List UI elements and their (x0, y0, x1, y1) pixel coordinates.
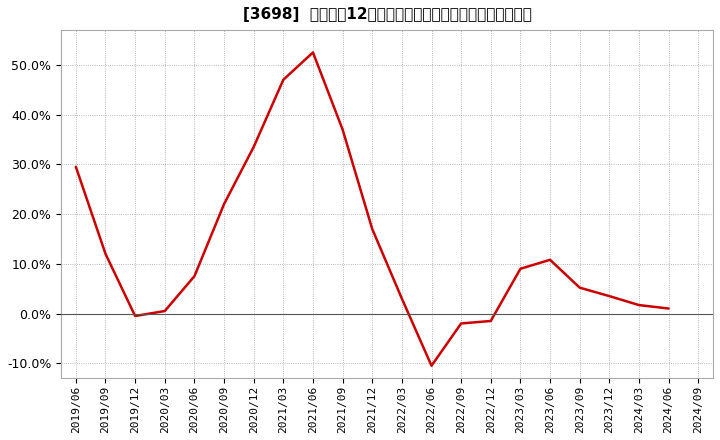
Title: [3698]  売上高の12か月移動合計の対前年同期増減率の推移: [3698] 売上高の12か月移動合計の対前年同期増減率の推移 (243, 7, 531, 22)
